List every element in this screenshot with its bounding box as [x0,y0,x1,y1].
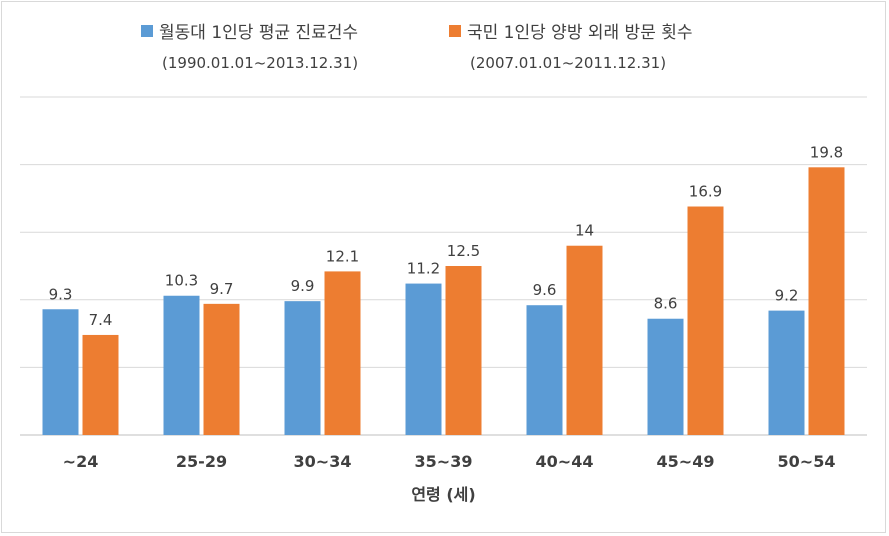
data-label-series-1-5: 9.6 [533,281,557,299]
x-tick-label-1: ~24 [63,452,99,471]
data-label-series-2-7: 19.8 [810,143,843,161]
x-tick-label-7: 50~54 [778,452,836,471]
data-label-series-2-1: 7.4 [89,311,113,329]
x-tick-label-5: 40~44 [536,452,594,471]
bar-series-1-4 [405,283,442,435]
x-tick-label-6: 45~49 [657,452,715,471]
data-label-series-2-5: 14 [575,222,594,240]
x-axis-title: 연령 (세) [411,485,475,504]
bar-series-2-4 [445,266,482,435]
data-label-series-1-7: 9.2 [775,287,799,305]
bar-series-1-7 [768,310,805,435]
data-label-series-1-4: 11.2 [407,260,440,278]
data-label-series-1-1: 9.3 [49,285,73,303]
data-label-series-2-6: 16.9 [689,183,722,201]
bar-series-2-7 [808,167,845,435]
legend-item-series-1: 월동대 1인당 평균 진료건수 [141,18,358,43]
legend-period-series-2: (2007.01.01~2011.12.31) [470,54,667,72]
data-label-series-2-4: 12.5 [447,242,480,260]
bar-series-2-2 [203,303,240,435]
legend-swatch-series-2 [449,24,461,37]
bar-series-1-6 [647,318,684,435]
bar-series-2-6 [687,206,724,435]
x-tick-label-4: 35~39 [415,452,473,471]
bar-series-1-3 [284,301,321,435]
bar-series-1-5 [526,305,563,435]
legend-swatch-series-1 [141,24,153,37]
data-label-series-1-3: 9.9 [291,277,315,295]
legend-label-series-2: 국민 1인당 양방 외래 방문 횟수 [467,23,693,43]
bar-series-2-1 [82,334,119,435]
legend-item-series-2: 국민 1인당 양방 외래 방문 횟수 [449,18,693,43]
bar-series-2-5 [566,245,603,435]
legend-label-series-1: 월동대 1인당 평균 진료건수 [159,23,359,43]
bar-series-2-3 [324,271,361,435]
data-label-series-1-2: 10.3 [165,272,198,290]
data-label-series-2-2: 9.7 [210,280,234,298]
legend-period-series-1: (1990.01.01~2013.12.31) [162,54,359,72]
bar-series-1-2 [163,295,200,435]
chart-legend: 월동대 1인당 평균 진료건수 (1990.01.01~2013.12.31) … [0,18,889,78]
data-label-series-2-3: 12.1 [326,247,359,265]
x-tick-label-2: 25-29 [176,452,227,471]
data-label-series-1-6: 8.6 [654,295,678,313]
x-tick-label-3: 30~34 [294,452,352,471]
bar-series-1-1 [42,309,79,435]
